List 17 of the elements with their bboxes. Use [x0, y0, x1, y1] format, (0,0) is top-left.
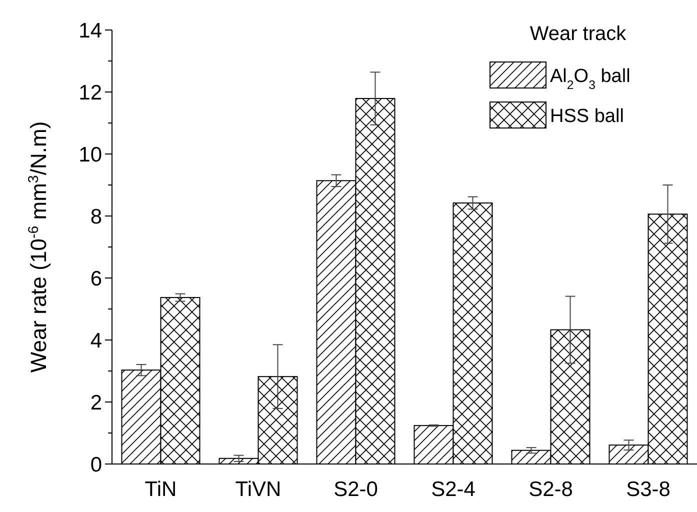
y-tick-label: 0 [90, 453, 102, 476]
x-tick-label: TiVN [235, 478, 282, 501]
x-tick-label: S2-0 [334, 478, 378, 501]
x-tick-label: S3-8 [626, 478, 670, 501]
legend-label: Al$_{2}$O$_{3}$ ball [550, 66, 630, 92]
y-tick-label: 12 [78, 81, 102, 104]
y-tick-label: 8 [90, 205, 102, 228]
x-tick-label: TiN [144, 478, 177, 501]
y-tick-label: 2 [90, 391, 102, 414]
x-tick-label: S2-4 [431, 478, 476, 501]
x-tick-label: S2-8 [528, 478, 573, 501]
y-tick-label: 14 [78, 19, 102, 42]
legend-label: HSS ball [550, 106, 624, 127]
y-tick-label: 4 [90, 329, 102, 352]
y-tick-label: 6 [90, 267, 102, 290]
y-tick-label: 10 [78, 143, 102, 166]
legend-title: Wear track [530, 23, 628, 45]
